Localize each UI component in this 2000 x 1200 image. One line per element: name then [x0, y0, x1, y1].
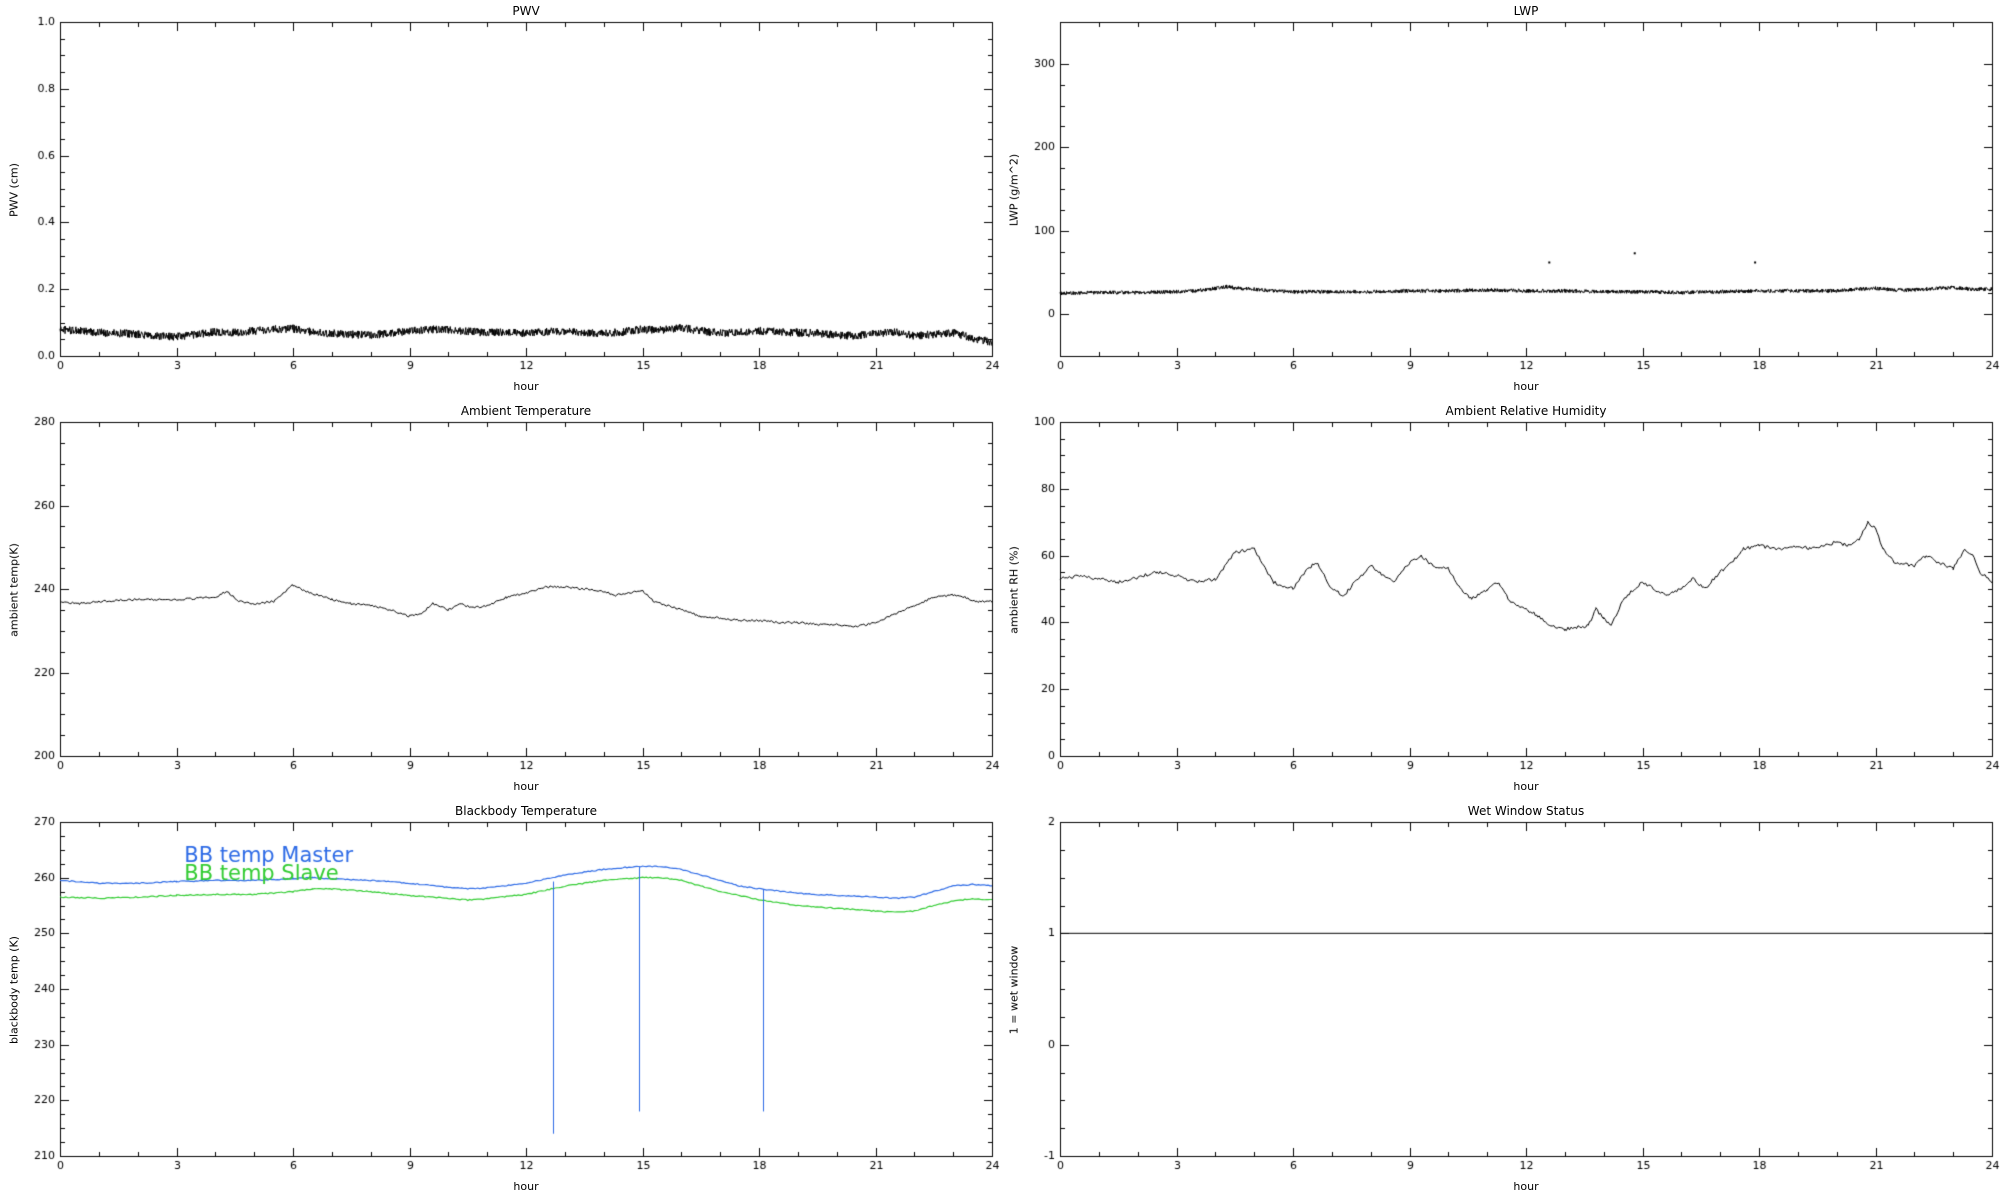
ambient-temperature-chart [0, 400, 1000, 800]
blackbody-temperature-ylabel: blackbody temp (K) [7, 936, 21, 1044]
wet-window-status-ylabel: 1 = wet window [1007, 945, 1021, 1035]
ambient-humidity-ylabel: ambient RH (%) [1007, 546, 1021, 634]
wet-window-status-xlabel: hour [1513, 1180, 1539, 1193]
blackbody-temperature-xlabel: hour [513, 1180, 539, 1193]
blackbody-temperature-panel: Blackbody Temperature blackbody temp (K)… [0, 800, 1000, 1200]
pwv-ylabel: PWV (cm) [7, 163, 21, 217]
wet-window-status-panel: Wet Window Status 1 = wet window hour [1000, 800, 2000, 1200]
lwp-ylabel: LWP (g/m^2) [1007, 153, 1021, 227]
lwp-panel: LWP LWP (g/m^2) hour [1000, 0, 2000, 400]
lwp-title: LWP [1513, 4, 1539, 18]
pwv-chart [0, 0, 1000, 400]
ambient-temperature-title: Ambient Temperature [460, 404, 592, 418]
ambient-humidity-panel: Ambient Relative Humidity ambient RH (%)… [1000, 400, 2000, 800]
pwv-xlabel: hour [513, 380, 539, 393]
lwp-chart [1000, 0, 2000, 400]
lwp-xlabel: hour [1513, 380, 1539, 393]
pwv-title: PWV [512, 4, 540, 18]
blackbody-temperature-chart [0, 800, 1000, 1200]
ambient-temperature-ylabel: ambient temp(K) [7, 543, 21, 637]
pwv-panel: PWV PWV (cm) hour [0, 0, 1000, 400]
ambient-humidity-title: Ambient Relative Humidity [1445, 404, 1607, 418]
ambient-temperature-xlabel: hour [513, 780, 539, 793]
ambient-humidity-xlabel: hour [1513, 780, 1539, 793]
wet-window-status-title: Wet Window Status [1467, 804, 1585, 818]
ambient-humidity-chart [1000, 400, 2000, 800]
wet-window-status-chart [1000, 800, 2000, 1200]
blackbody-temperature-title: Blackbody Temperature [455, 804, 597, 818]
ambient-temperature-panel: Ambient Temperature ambient temp(K) hour [0, 400, 1000, 800]
